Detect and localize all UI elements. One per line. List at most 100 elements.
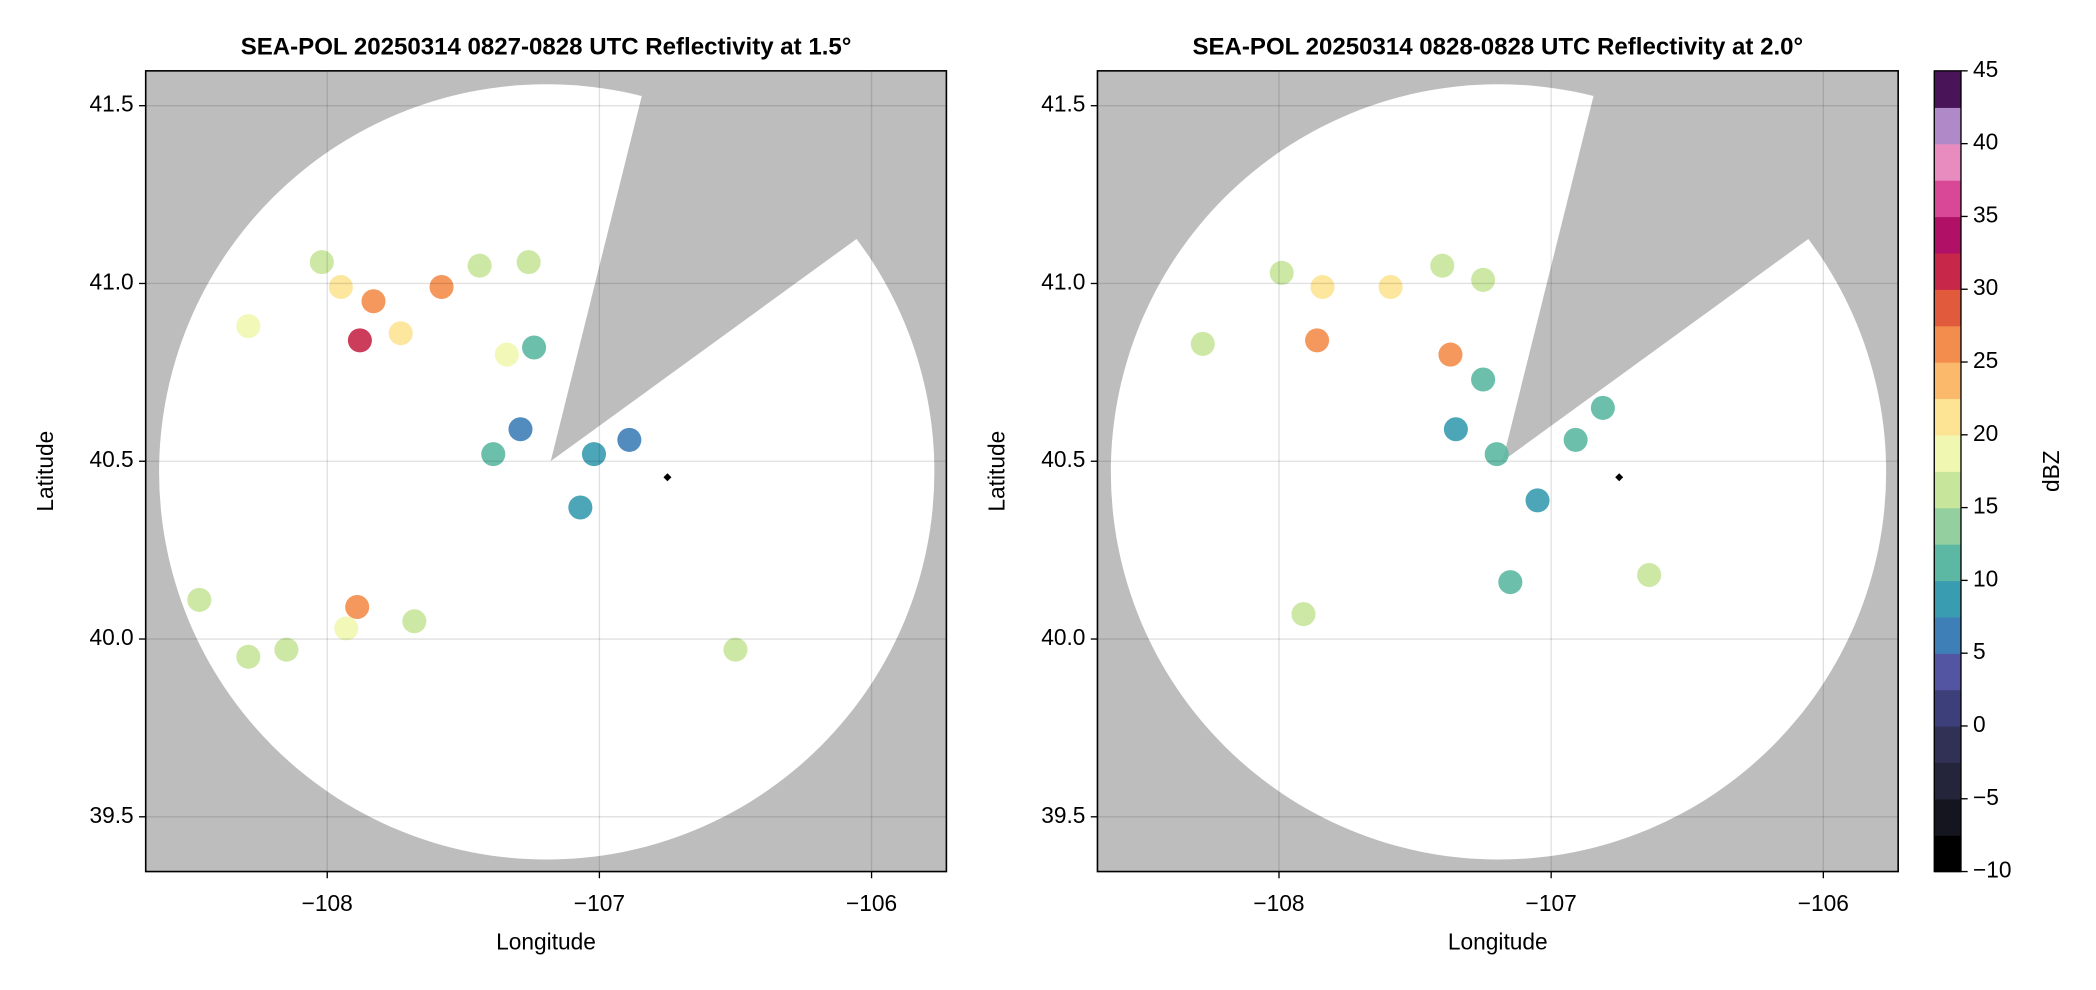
colorbar-segment — [1934, 180, 1961, 218]
colorbar-segment — [1934, 762, 1961, 800]
echo-cell — [516, 250, 541, 275]
echo-cell — [345, 594, 370, 620]
blocked-sector — [550, 70, 947, 462]
echo-cell — [1438, 342, 1463, 367]
y-tick-label: 41.0 — [89, 268, 133, 294]
x-tick-label: −108 — [1253, 890, 1304, 916]
blocked-sector — [1502, 70, 1899, 462]
x-tick-label: −108 — [302, 890, 353, 916]
colorbar-segment — [1934, 107, 1961, 145]
colorbar-segment — [1934, 616, 1961, 654]
colorbar-tick-label: 10 — [1973, 565, 1998, 591]
colorbar-frame — [1933, 70, 1962, 873]
plot-area — [1097, 70, 1899, 872]
echo-cell — [467, 253, 492, 278]
echo-cell — [522, 335, 547, 360]
colorbar-segment — [1934, 725, 1961, 764]
colorbar-segment — [1934, 580, 1961, 618]
chart-title: SEA-POL 20250314 0827-0828 UTC Reflectiv… — [241, 33, 852, 60]
echo-cell — [1637, 562, 1662, 588]
colorbar-tick-label: 15 — [1973, 493, 1998, 519]
colorbar-segment — [1934, 798, 1961, 836]
plot-area — [145, 70, 947, 872]
colorbar-label: dBZ — [2038, 450, 2064, 492]
echo-cell — [187, 587, 212, 612]
colorbar-tick-label: 5 — [1973, 638, 1986, 664]
echo-cell — [568, 495, 593, 520]
echo-cell — [617, 427, 642, 452]
echo-cell — [508, 417, 533, 442]
y-tick-label: 39.5 — [89, 802, 133, 828]
colorbar-segment — [1934, 143, 1961, 181]
colorbar-tick-label: 25 — [1973, 347, 1998, 373]
colorbar-tick-label: 0 — [1973, 711, 1986, 737]
y-tick-label: 40.5 — [1041, 446, 1085, 472]
echo-cell — [1378, 274, 1403, 300]
echo-cell — [1471, 367, 1496, 392]
echo-cell — [402, 609, 427, 634]
y-tick-label: 40.0 — [1041, 624, 1085, 650]
colorbar-tick-label: 45 — [1973, 56, 1998, 82]
echo-cell — [723, 637, 748, 662]
echo-cell — [1269, 260, 1294, 285]
echo-cell — [429, 274, 454, 300]
echo-cell — [1190, 331, 1215, 356]
echo-cell — [1443, 417, 1468, 442]
echo-cell — [1305, 328, 1330, 353]
echo-cell — [1498, 570, 1523, 595]
colorbar-tick-label: 35 — [1973, 201, 1998, 227]
colorbar-tick-label: 30 — [1973, 274, 1998, 300]
colorbar-segment — [1934, 653, 1961, 691]
echo-cell — [236, 314, 261, 339]
echo-cell — [274, 637, 299, 662]
y-tick-label: 40.5 — [89, 446, 133, 472]
echo-cell — [236, 644, 261, 669]
colorbar-segment — [1934, 325, 1961, 363]
y-axis-label: Latitude — [984, 431, 1010, 512]
colorbar-segment — [1934, 289, 1961, 327]
colorbar-tick-label: −10 — [1973, 857, 2012, 883]
y-tick-label: 39.5 — [1041, 802, 1085, 828]
chart-title: SEA-POL 20250314 0828-0828 UTC Reflectiv… — [1192, 33, 1803, 60]
x-axis-label: Longitude — [1448, 929, 1548, 955]
colorbar-segment — [1934, 252, 1961, 290]
colorbar-segment — [1934, 398, 1961, 436]
echo-cell — [347, 328, 372, 353]
colorbar-tick-label: −5 — [1973, 784, 1999, 810]
y-tick-label: 41.5 — [89, 91, 133, 117]
colorbar-segment — [1934, 216, 1961, 254]
colorbar-segment — [1934, 434, 1961, 472]
colorbar-tick-label: 20 — [1973, 420, 1998, 446]
axes-frame — [1096, 70, 1899, 873]
echo-cell — [328, 274, 353, 300]
echo-cell — [1590, 395, 1615, 420]
radar-site — [1615, 473, 1624, 482]
x-tick-label: −106 — [846, 890, 897, 916]
colorbar-segment — [1934, 689, 1961, 727]
x-axis-label: Longitude — [496, 929, 596, 955]
echo-cell — [309, 250, 334, 275]
x-tick-label: −107 — [1526, 890, 1577, 916]
y-axis-label: Latitude — [32, 431, 58, 512]
echo-cell — [388, 321, 413, 346]
colorbar-segment — [1934, 543, 1961, 582]
x-tick-label: −107 — [574, 890, 625, 916]
x-tick-label: −106 — [1798, 890, 1849, 916]
echo-cell — [334, 616, 359, 641]
echo-cell — [1310, 274, 1335, 300]
y-tick-label: 40.0 — [89, 624, 133, 650]
echo-cell — [361, 289, 386, 314]
axes-frame — [144, 70, 948, 873]
echo-cell — [494, 342, 519, 367]
echo-cell — [1471, 267, 1496, 292]
colorbar-segment — [1934, 835, 1961, 873]
colorbar-segment — [1934, 70, 1961, 108]
colorbar-segment — [1934, 362, 1961, 400]
y-tick-label: 41.0 — [1041, 268, 1085, 294]
echo-cell — [581, 442, 606, 467]
y-tick-label: 41.5 — [1041, 91, 1085, 117]
echo-cell — [481, 442, 506, 467]
colorbar-tick-label: 40 — [1973, 129, 1998, 155]
